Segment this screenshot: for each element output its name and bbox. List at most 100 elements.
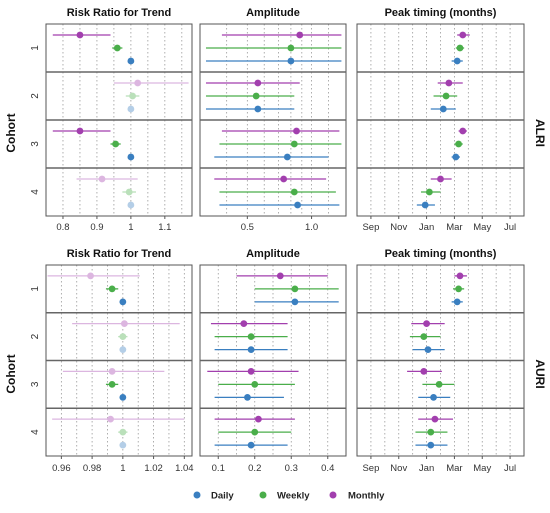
- x-tick-label: Nov: [390, 222, 407, 233]
- point-daily: [421, 201, 429, 209]
- point-weekly: [252, 92, 260, 100]
- x-tick-label: 1: [120, 463, 125, 474]
- point-weekly: [251, 428, 259, 436]
- x-tick-label: 1.02: [144, 463, 163, 474]
- panel-alri-3: Peak timing (months) Sep Nov Jan Mar May Jul: [356, 7, 525, 233]
- x-tick-label: 0.5: [241, 222, 254, 233]
- row-label-alri: ALRI: [533, 119, 547, 147]
- cohort-label: 4: [30, 429, 41, 435]
- point-weekly: [290, 140, 298, 148]
- point-monthly: [98, 175, 106, 183]
- point-daily: [244, 393, 251, 401]
- point-monthly: [459, 127, 467, 135]
- point-daily: [247, 346, 255, 354]
- point-monthly: [107, 415, 114, 423]
- x-tick-label: 0.3: [285, 463, 298, 474]
- point-daily: [287, 57, 295, 65]
- panel-title: Risk Ratio for Trend: [67, 248, 172, 260]
- x-tick-label: 0.2: [248, 463, 261, 474]
- x-tick-label: Jan: [419, 222, 434, 233]
- cohort-label: 1: [30, 286, 41, 292]
- row-label-auri: AURI: [533, 359, 547, 388]
- point-weekly: [247, 333, 255, 341]
- panel-auri-2: Amplitude 0.1 0.2 0.3 0.4: [199, 248, 347, 474]
- point-weekly: [125, 188, 133, 196]
- point-weekly: [435, 380, 443, 388]
- x-tick-label: 0.1: [212, 463, 225, 474]
- legend-label-monthly: Monthly: [348, 491, 385, 502]
- point-monthly: [431, 415, 439, 423]
- point-weekly: [119, 428, 127, 436]
- point-monthly: [276, 272, 284, 280]
- point-weekly: [456, 44, 464, 52]
- point-weekly: [455, 285, 462, 293]
- x-tick-label: 1.1: [158, 222, 171, 233]
- point-daily: [127, 153, 135, 161]
- point-daily: [127, 105, 135, 113]
- point-monthly: [296, 31, 304, 39]
- point-daily: [119, 346, 127, 354]
- point-weekly: [291, 285, 299, 293]
- point-daily: [424, 346, 432, 354]
- point-monthly: [255, 415, 262, 423]
- point-monthly: [293, 127, 300, 135]
- point-weekly: [251, 380, 259, 388]
- legend-marker-daily: [193, 491, 201, 499]
- point-monthly: [240, 320, 248, 328]
- legend-marker-weekly: [259, 491, 267, 499]
- point-daily: [283, 153, 291, 161]
- legend-label-daily: Daily: [211, 491, 234, 502]
- x-tick-label: May: [473, 222, 491, 233]
- panel-alri-1: Risk Ratio for Trend 0.8 0.9 1 1.1 1 2 3 4: [30, 7, 193, 233]
- point-weekly: [287, 44, 295, 52]
- point-daily: [439, 105, 447, 113]
- legend-marker-monthly: [329, 491, 337, 499]
- point-weekly: [290, 188, 298, 196]
- panel-auri-1: Risk Ratio for Trend 0.96 0.98 1 1.02 1.04 1 2 3…: [30, 248, 194, 474]
- cohort-label: 1: [30, 45, 41, 51]
- x-tick-label: Nov: [390, 463, 407, 474]
- point-weekly: [108, 380, 116, 388]
- x-tick-label: Jul: [504, 222, 516, 233]
- panel-title: Amplitude: [246, 248, 300, 260]
- point-daily: [294, 201, 301, 209]
- point-monthly: [108, 367, 116, 375]
- point-weekly: [119, 333, 127, 341]
- x-tick-label: Sep: [362, 463, 379, 474]
- panel-auri-3: Peak timing (months) Sep Nov Jan Mar May Jul: [356, 248, 525, 474]
- point-weekly: [112, 140, 120, 148]
- point-monthly: [120, 320, 128, 328]
- point-monthly: [76, 127, 84, 135]
- point-weekly: [113, 44, 121, 52]
- point-daily: [291, 298, 299, 306]
- point-weekly: [442, 92, 450, 100]
- x-tick-label: 0.9: [90, 222, 103, 233]
- point-weekly: [420, 333, 428, 341]
- x-tick-label: 0.96: [52, 463, 71, 474]
- point-monthly: [280, 175, 288, 183]
- panel-title: Amplitude: [246, 7, 300, 19]
- point-daily: [254, 105, 262, 113]
- x-tick-label: Sep: [362, 222, 379, 233]
- point-weekly: [108, 285, 116, 293]
- panel-title: Peak timing (months): [385, 248, 497, 260]
- point-weekly: [427, 428, 435, 436]
- point-weekly: [129, 92, 136, 100]
- x-tick-label: Jan: [419, 463, 434, 474]
- point-weekly: [425, 188, 433, 196]
- point-weekly: [455, 140, 462, 148]
- panel-title: Peak timing (months): [385, 7, 497, 19]
- cohort-label: 3: [30, 141, 41, 147]
- point-monthly: [456, 272, 464, 280]
- point-daily: [452, 153, 460, 161]
- point-monthly: [423, 320, 430, 328]
- x-tick-label: 0.98: [83, 463, 102, 474]
- panels: Risk Ratio for Trend 0.8 0.9 1 1.1 1 2 3 4 Amplit…: [30, 7, 525, 474]
- point-monthly: [87, 272, 94, 280]
- cohort-label: 4: [30, 189, 41, 195]
- panel-title: Risk Ratio for Trend: [67, 7, 172, 19]
- point-monthly: [134, 79, 142, 87]
- x-tick-label: Mar: [446, 463, 462, 474]
- y-axis-label-auri: Cohort: [4, 354, 18, 393]
- x-tick-label: 1.0: [305, 222, 318, 233]
